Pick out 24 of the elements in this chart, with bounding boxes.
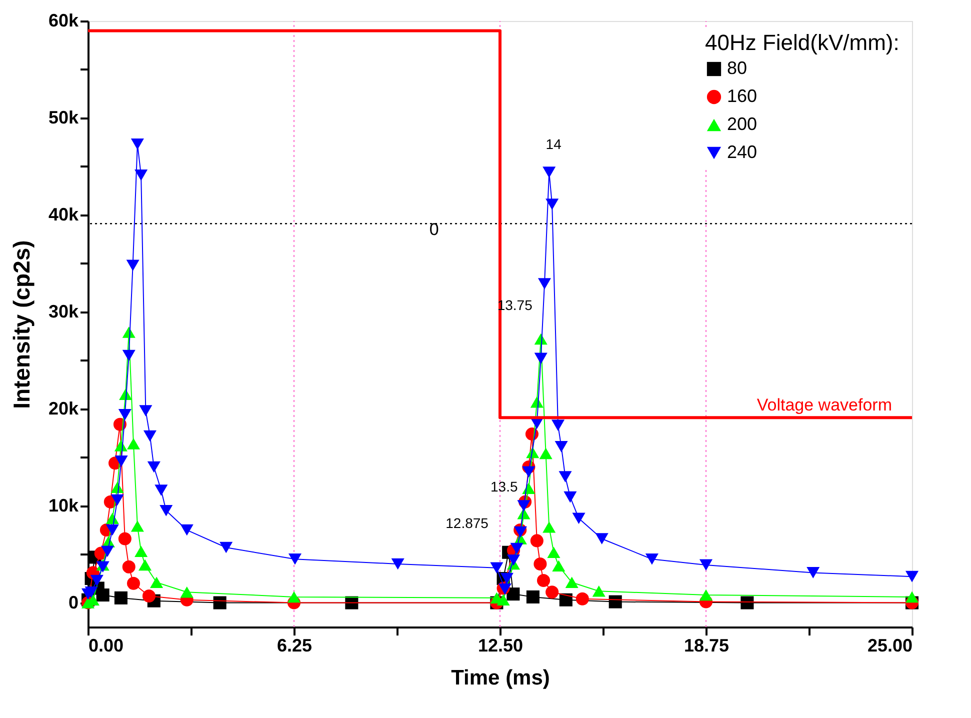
series-label: Voltage waveform: [756, 396, 892, 415]
legend-label: 200: [727, 114, 758, 134]
y-tick-label: 40k: [48, 204, 80, 224]
legend-label: 160: [727, 86, 758, 106]
y-tick-label: 0: [68, 592, 78, 612]
annotation: 12.875: [446, 514, 489, 531]
x-tick-label: 12.50: [478, 636, 524, 656]
annotation: 13.5: [490, 478, 518, 495]
x-axis-title: Time (ms): [451, 666, 550, 690]
legend-label: 80: [727, 58, 748, 78]
y-tick-label: 50k: [48, 107, 80, 128]
y-tick-label: 30k: [48, 301, 80, 322]
x-tick-label: 18.75: [684, 636, 730, 656]
x-tick-label: 0.00: [88, 636, 124, 656]
legend-label: 240: [727, 142, 758, 162]
y-axis-title: Intensity (cp2s): [8, 240, 34, 409]
x-tick-label: 6.25: [276, 636, 312, 656]
y-tick-label: 60k: [48, 10, 80, 30]
legend-title: 40Hz Field(kV/mm):: [705, 30, 900, 55]
y-tick-label: 10k: [48, 495, 80, 516]
annotation: 14: [546, 136, 562, 152]
y-tick-label: 20k: [48, 398, 80, 418]
annotation: 0: [429, 220, 439, 240]
x-tick-label: 25.00: [867, 636, 912, 656]
